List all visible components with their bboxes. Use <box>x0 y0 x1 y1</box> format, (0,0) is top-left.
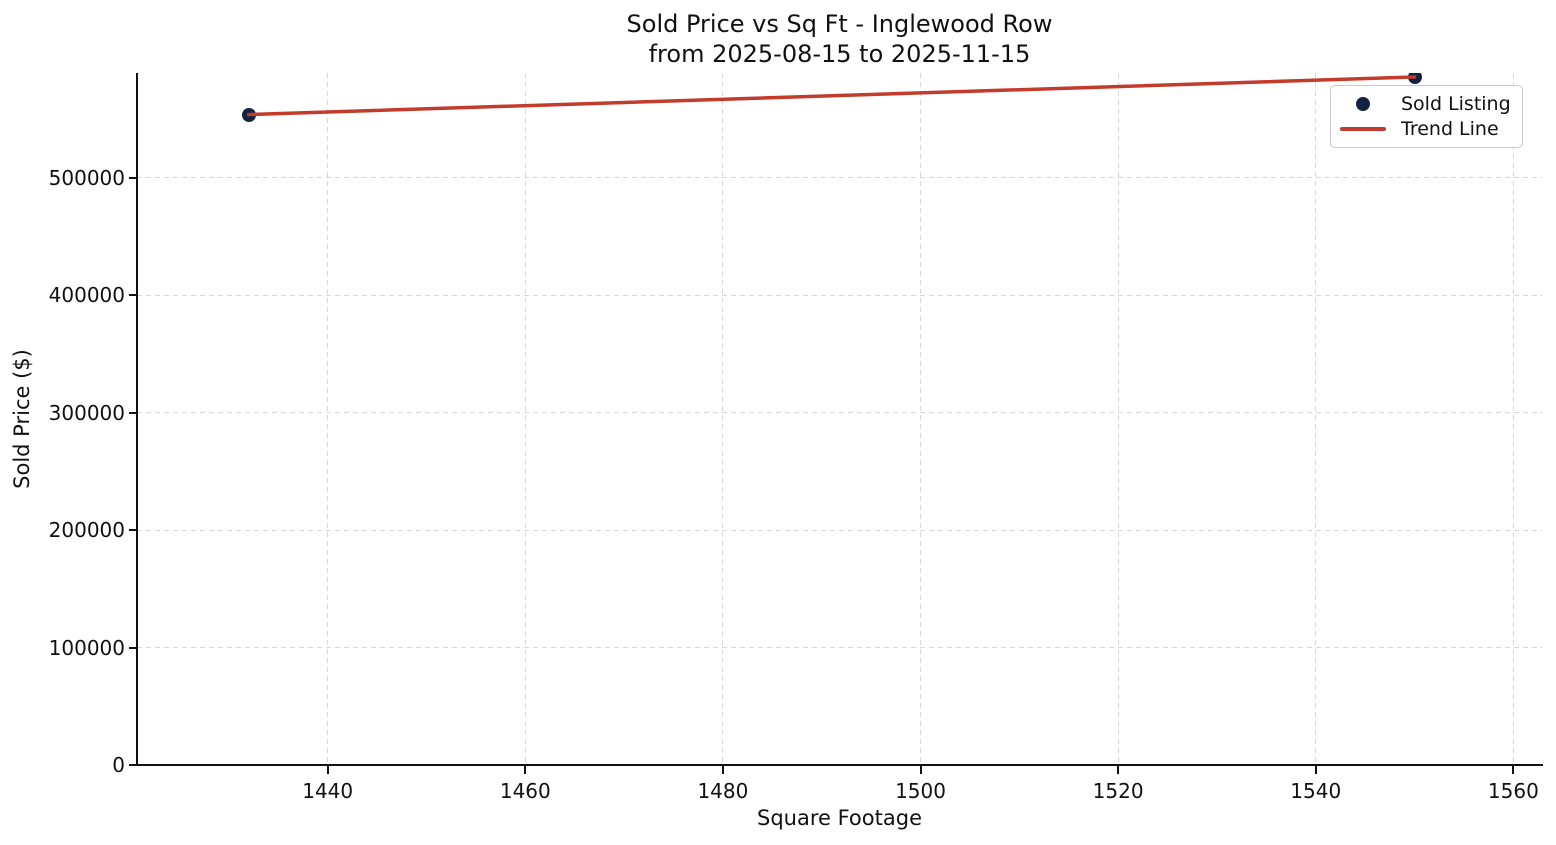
gridline-y <box>137 177 1542 179</box>
gridline-x <box>524 73 526 765</box>
x-tick-label: 1500 <box>895 779 946 803</box>
x-tick-label: 1480 <box>697 779 749 803</box>
x-tick-mark <box>721 766 724 774</box>
gridline-y <box>137 529 1542 531</box>
x-tick-label: 1560 <box>1487 779 1539 803</box>
y-tick-label: 0 <box>112 753 125 777</box>
x-tick-label: 1540 <box>1290 779 1342 803</box>
y-tick-label: 300000 <box>48 400 125 425</box>
x-tick-mark <box>326 766 329 774</box>
x-tick-mark <box>1512 766 1515 774</box>
legend-item-sold-listing: Sold Listing <box>1339 92 1514 117</box>
x-tick-label: 1520 <box>1092 779 1144 803</box>
gridline-x <box>1512 73 1514 765</box>
trend-line <box>246 75 1417 117</box>
x-axis-spine <box>136 764 1543 766</box>
legend-label-sold-listing: Sold Listing <box>1401 93 1511 116</box>
y-tick-label: 500000 <box>48 165 125 190</box>
y-tick-mark <box>129 529 137 532</box>
gridline-x <box>1117 73 1119 765</box>
legend: Sold Listing Trend Line <box>1330 85 1523 148</box>
gridline-x <box>1315 73 1317 765</box>
x-tick-label: 1440 <box>302 779 354 803</box>
trend-line-icon <box>1340 126 1386 131</box>
x-tick-mark <box>1117 766 1120 774</box>
y-axis-spine <box>136 73 138 765</box>
y-tick-mark <box>129 764 137 766</box>
gridline-y <box>137 294 1542 296</box>
y-tick-label: 100000 <box>48 635 125 660</box>
legend-label-trend-line: Trend Line <box>1401 117 1499 140</box>
x-tick-mark <box>1314 766 1317 774</box>
gridline-y <box>137 647 1542 649</box>
y-tick-mark <box>129 646 137 649</box>
chart-title-line2: from 2025-08-15 to 2025-11-15 <box>648 40 1031 68</box>
y-tick-label: 400000 <box>48 283 125 308</box>
y-tick-mark <box>129 176 137 179</box>
legend-item-trend-line: Trend Line <box>1339 117 1514 142</box>
gridline-x <box>920 73 922 765</box>
gridline-y <box>137 412 1542 414</box>
plot-area <box>137 73 1542 765</box>
x-tick-mark <box>524 766 527 774</box>
chart-title-line1: Sold Price vs Sq Ft - Inglewood Row <box>626 10 1053 38</box>
sold-listing-dot-icon <box>1356 97 1370 112</box>
gridline-x <box>327 73 329 765</box>
y-tick-mark <box>129 294 137 297</box>
y-tick-label: 200000 <box>48 518 125 543</box>
y-tick-mark <box>129 411 137 414</box>
chart-title: Sold Price vs Sq Ft - Inglewood Row from … <box>137 9 1542 69</box>
x-tick-mark <box>919 766 922 774</box>
legend-marker-col <box>1339 126 1387 131</box>
x-tick-label: 1460 <box>499 779 551 803</box>
legend-marker-col <box>1339 97 1387 112</box>
x-axis-label: Square Footage <box>757 806 922 830</box>
gridline-x <box>722 73 724 765</box>
